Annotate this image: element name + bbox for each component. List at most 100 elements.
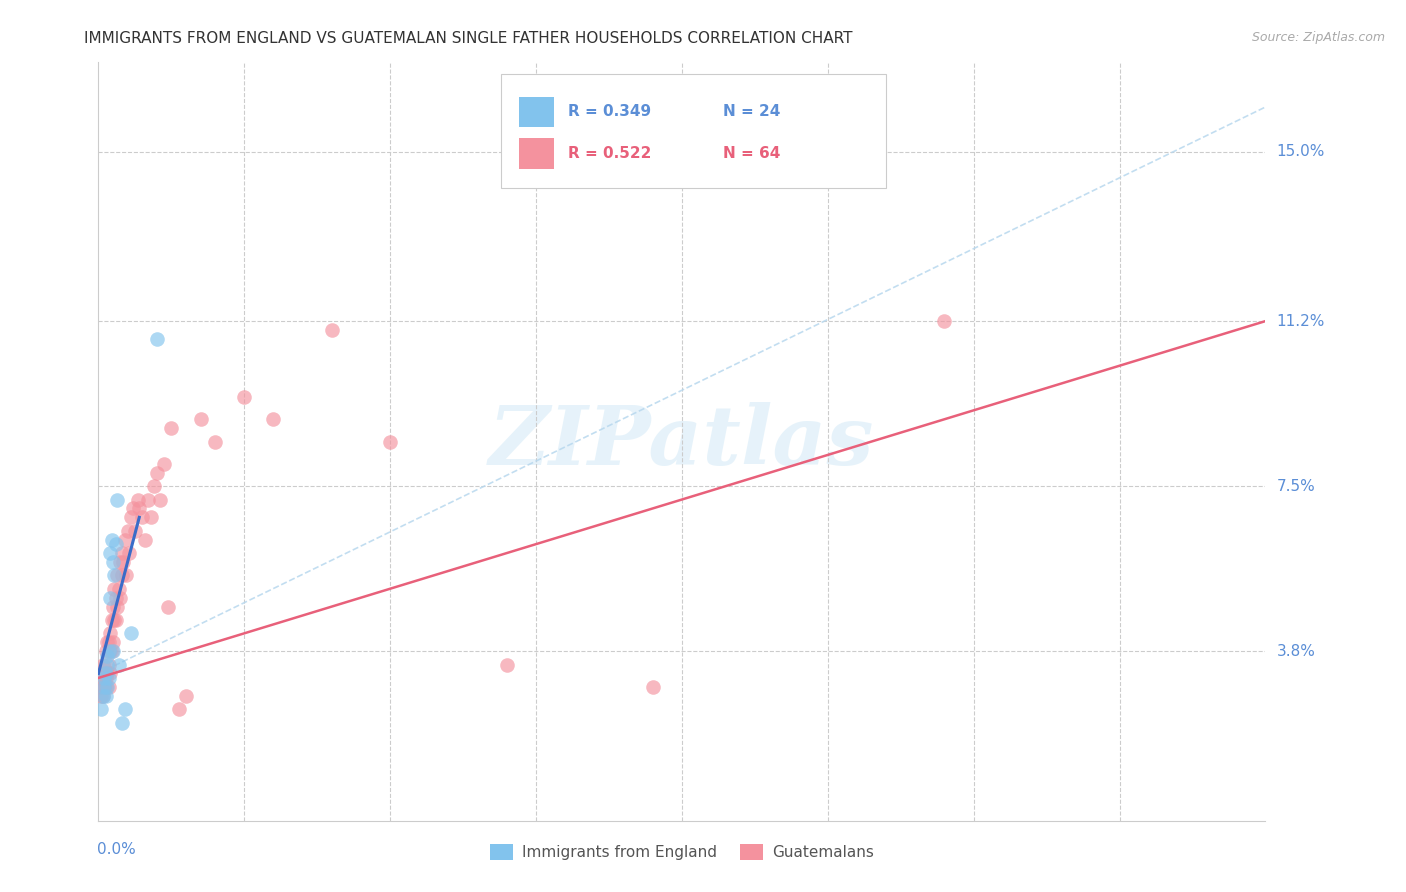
Point <box>262 412 284 426</box>
Point <box>496 657 519 672</box>
Point <box>146 466 169 480</box>
Point <box>105 599 128 614</box>
Point <box>104 613 127 627</box>
Point <box>104 591 127 605</box>
Point <box>101 555 124 569</box>
Point <box>97 635 120 649</box>
Point <box>98 591 121 605</box>
Point <box>100 533 122 547</box>
Point <box>134 533 156 547</box>
Text: N = 64: N = 64 <box>723 146 780 161</box>
Point <box>120 626 142 640</box>
Point <box>105 492 128 507</box>
Point <box>94 666 117 681</box>
Point <box>110 591 132 605</box>
Point <box>114 702 136 716</box>
Point <box>97 680 120 694</box>
Point <box>111 715 134 730</box>
Point <box>122 501 145 516</box>
Point <box>93 680 115 694</box>
Text: ZIPatlas: ZIPatlas <box>489 401 875 482</box>
Point <box>103 582 125 596</box>
Point <box>93 666 115 681</box>
Text: N = 24: N = 24 <box>723 104 780 120</box>
Text: IMMIGRANTS FROM ENGLAND VS GUATEMALAN SINGLE FATHER HOUSEHOLDS CORRELATION CHART: IMMIGRANTS FROM ENGLAND VS GUATEMALAN SI… <box>84 31 853 46</box>
Point <box>114 533 136 547</box>
Point <box>124 524 146 538</box>
Point <box>934 314 956 328</box>
Text: R = 0.349: R = 0.349 <box>568 104 651 120</box>
Bar <box>519 138 554 169</box>
Point <box>90 702 112 716</box>
Point <box>160 421 183 435</box>
Point <box>93 671 115 685</box>
Point <box>641 680 664 694</box>
Point <box>91 657 114 672</box>
Point <box>167 702 190 716</box>
Point <box>90 671 112 685</box>
Point <box>94 671 117 685</box>
Point <box>94 689 117 703</box>
Point <box>98 644 121 658</box>
Text: 11.2%: 11.2% <box>1277 314 1324 328</box>
Point <box>104 537 127 551</box>
Point <box>101 599 124 614</box>
Point <box>96 635 118 649</box>
Text: 3.8%: 3.8% <box>1277 644 1316 658</box>
Point <box>157 599 180 614</box>
Point <box>97 671 120 685</box>
Point <box>96 680 118 694</box>
Point <box>97 657 120 672</box>
Point <box>89 680 111 694</box>
Point <box>136 492 159 507</box>
Bar <box>519 96 554 127</box>
Point <box>94 644 117 658</box>
FancyBboxPatch shape <box>501 74 886 187</box>
Point <box>98 666 121 681</box>
Point <box>101 635 124 649</box>
Point <box>321 323 343 337</box>
Point <box>146 332 169 346</box>
Point <box>127 492 149 507</box>
Text: Source: ZipAtlas.com: Source: ZipAtlas.com <box>1251 31 1385 45</box>
Point <box>117 524 139 538</box>
Point <box>108 657 131 672</box>
Point <box>115 568 138 582</box>
Point <box>98 626 121 640</box>
Point <box>153 457 176 471</box>
Point <box>111 568 134 582</box>
Point <box>112 555 135 569</box>
Text: 0.0%: 0.0% <box>97 842 136 857</box>
Point <box>94 680 117 694</box>
Point <box>105 568 128 582</box>
Point <box>100 644 122 658</box>
Point <box>103 613 125 627</box>
Point <box>93 680 115 694</box>
Point <box>90 689 112 703</box>
Text: 7.5%: 7.5% <box>1277 479 1315 493</box>
Text: 15.0%: 15.0% <box>1277 145 1324 159</box>
Point <box>96 657 118 672</box>
Point <box>97 644 120 658</box>
Point <box>174 689 197 703</box>
Point <box>91 689 114 703</box>
Point <box>190 412 212 426</box>
Point <box>108 582 131 596</box>
Point <box>149 492 172 507</box>
Point <box>103 568 125 582</box>
Legend: Immigrants from England, Guatemalans: Immigrants from England, Guatemalans <box>484 838 880 866</box>
Point <box>110 555 132 569</box>
Point <box>131 510 153 524</box>
Point <box>98 546 121 560</box>
Point <box>128 501 150 516</box>
Point <box>139 510 162 524</box>
Point <box>91 689 114 703</box>
Point <box>120 510 142 524</box>
Point <box>118 546 141 560</box>
Point <box>142 479 165 493</box>
Point <box>100 613 122 627</box>
Point <box>96 666 118 681</box>
Point <box>380 434 402 449</box>
Text: R = 0.522: R = 0.522 <box>568 146 651 161</box>
Point <box>204 434 226 449</box>
